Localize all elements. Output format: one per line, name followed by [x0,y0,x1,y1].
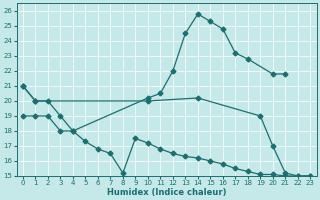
X-axis label: Humidex (Indice chaleur): Humidex (Indice chaleur) [107,188,226,197]
